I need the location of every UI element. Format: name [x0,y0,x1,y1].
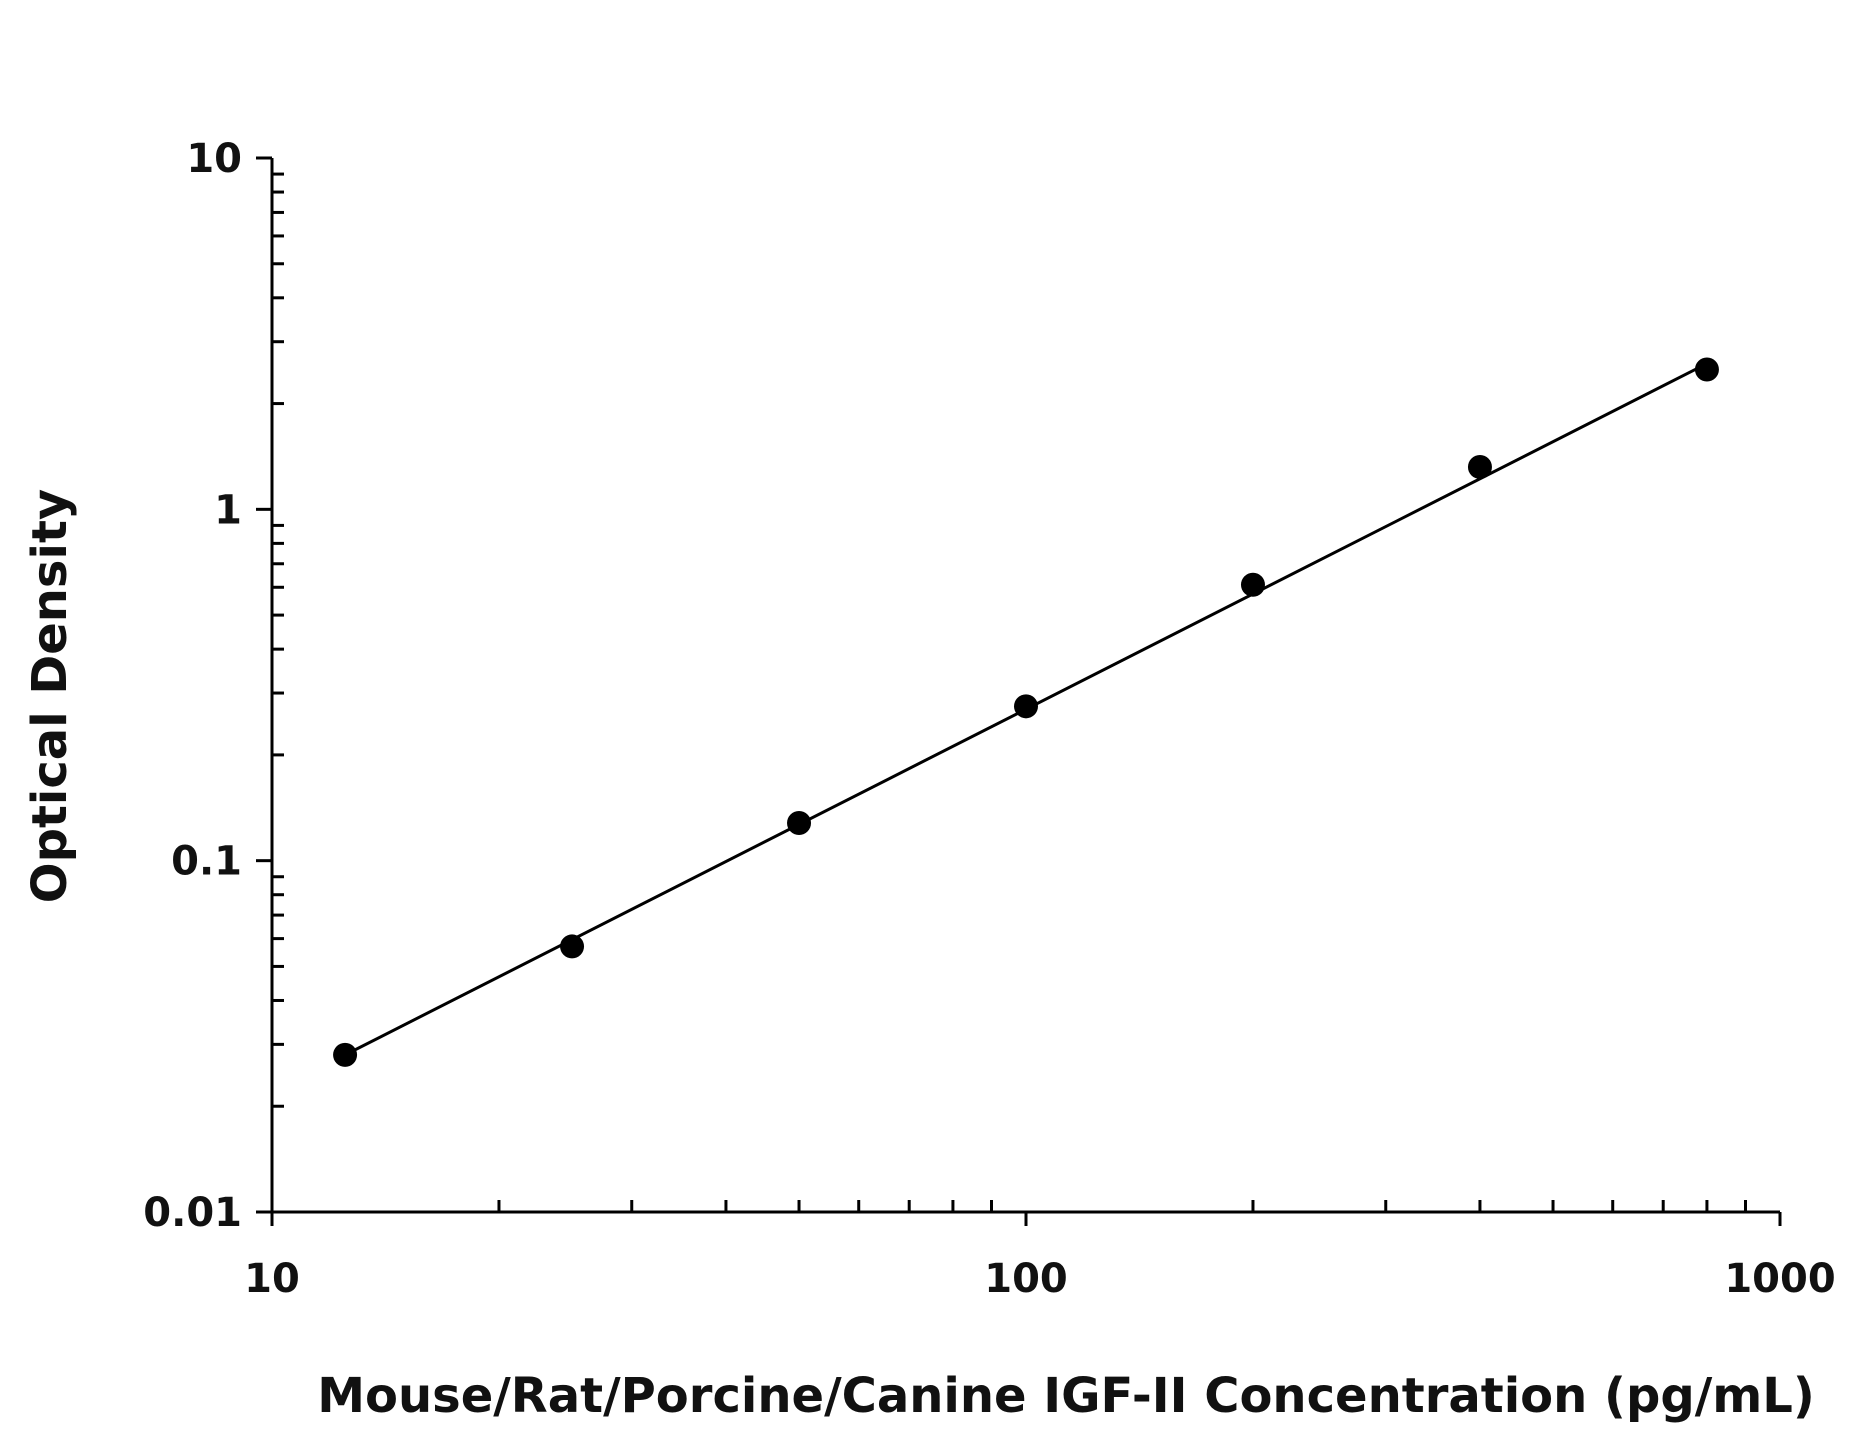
y-tick-label: 1 [214,487,242,533]
axes [270,158,1780,1214]
y-axis-label: Optical Density [22,489,78,903]
data-point [1694,357,1719,382]
x-tick-label: 10 [244,1256,300,1302]
y-tick-label: 0.01 [143,1190,242,1236]
data-point [787,811,812,836]
data-point [333,1042,358,1067]
data-points [333,357,1719,1067]
data-point [1014,694,1038,719]
y-axis-tick-labels: 0.01 0.1 1 10 [143,136,242,1236]
y-tick-label: 0.1 [171,839,242,885]
x-axis-tick-labels: 10 100 1000 [244,1256,1836,1302]
x-axis-label: Mouse/Rat/Porcine/Canine IGF-II Concentr… [317,1368,1815,1424]
x-axis-ticks [270,1200,1782,1226]
x-tick-label: 1000 [1724,1256,1835,1302]
y-tick-label: 10 [186,136,242,182]
data-point [1467,454,1492,479]
data-point [1240,572,1265,597]
y-axis-ticks [256,156,284,1214]
data-point [560,934,585,959]
x-tick-label: 100 [984,1256,1068,1302]
